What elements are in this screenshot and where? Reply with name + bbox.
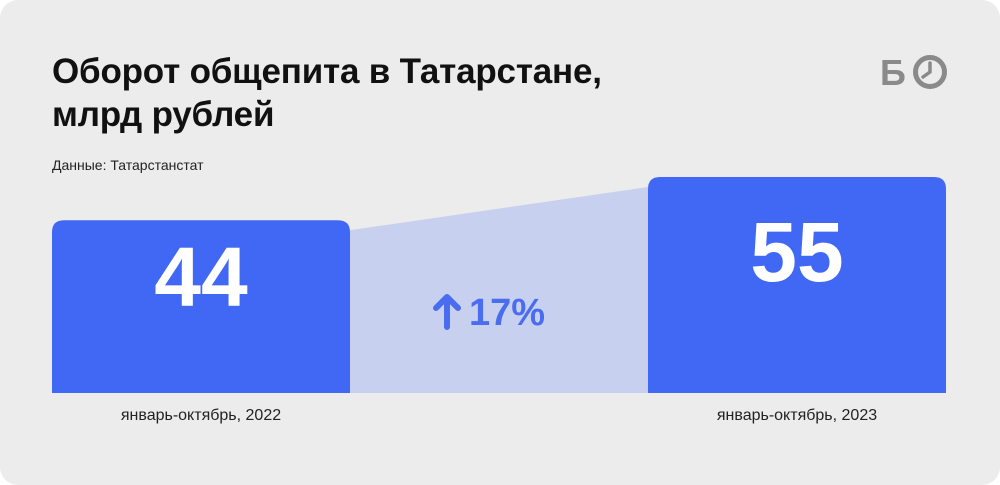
growth-connector: [350, 187, 648, 393]
chart-title: Оборот общепита в Татарстане, млрд рубле…: [52, 50, 602, 136]
bar-value-label-2: 55: [750, 205, 843, 299]
chart-title-line-1: Оборот общепита в Татарстане,: [52, 52, 602, 91]
data-source: Данные: Татарстанстат: [52, 157, 204, 173]
bo-logo-icon: Б: [880, 52, 947, 92]
logo-letter-b: Б: [880, 52, 906, 92]
category-label-1: январь-октябрь, 2022: [121, 407, 281, 424]
bar-value-label-1: 44: [154, 230, 248, 324]
arrow-up-icon: [433, 294, 461, 330]
chart-title-line-2: млрд рублей: [52, 95, 275, 134]
change-percent-label: 17%: [469, 292, 545, 334]
logo-clock-ring: [913, 55, 947, 89]
category-label-2: январь-октябрь, 2023: [717, 407, 877, 424]
logo-clock-hands: [921, 61, 932, 79]
bar-1: [52, 220, 350, 393]
bar-2: [648, 177, 946, 393]
